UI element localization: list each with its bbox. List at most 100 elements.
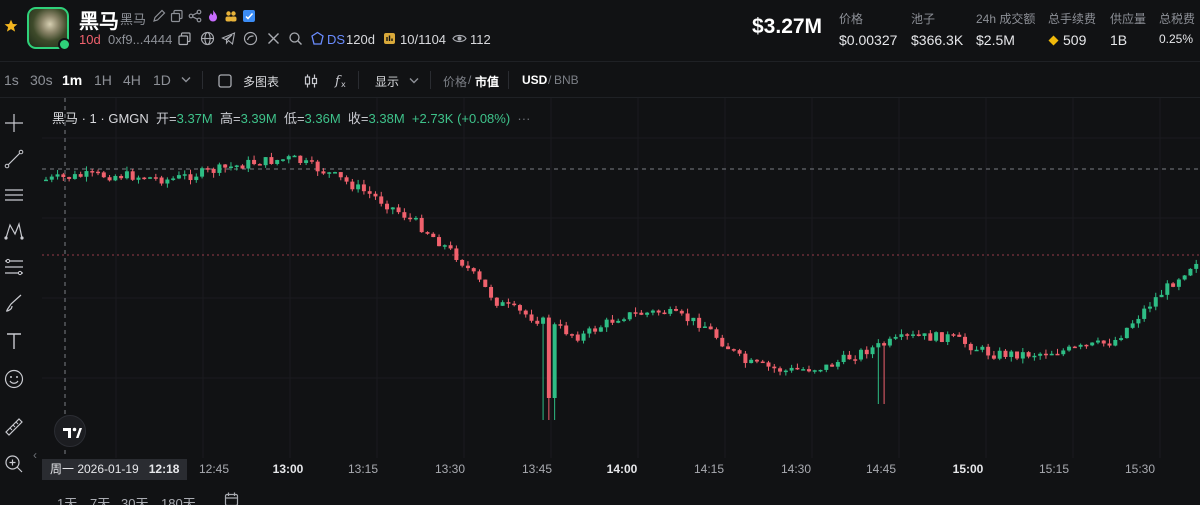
- edit-icon[interactable]: [152, 9, 166, 23]
- candle-body: [408, 217, 413, 220]
- multi-chart-label[interactable]: 多图表: [243, 75, 280, 89]
- ruler-icon[interactable]: [3, 416, 25, 438]
- contract-address[interactable]: 0xf9...4444: [108, 32, 173, 47]
- tradingview-logo[interactable]: [54, 415, 86, 447]
- timeframe-30s[interactable]: 30s: [30, 72, 53, 88]
- candlestick-chart[interactable]: [42, 98, 1200, 458]
- bnb-coin-icon: [1048, 35, 1059, 46]
- website-globe-icon[interactable]: [200, 31, 215, 46]
- candle-body: [1107, 343, 1112, 346]
- currency-bnb[interactable]: BNB: [554, 73, 579, 87]
- ds-days: 120d: [346, 32, 375, 47]
- timeframe-4h[interactable]: 4H: [123, 72, 141, 88]
- range-180d[interactable]: 180天: [161, 496, 196, 505]
- timeframe-1d[interactable]: 1D: [153, 72, 171, 88]
- collapse-toolbar-icon[interactable]: ‹: [33, 448, 37, 462]
- pattern-tool-icon[interactable]: [3, 220, 25, 242]
- candle-body: [211, 168, 216, 173]
- candle-body: [223, 164, 228, 168]
- legend-change: +2.73K (+0.08%): [411, 111, 511, 126]
- candle-body: [610, 319, 615, 323]
- candle-body: [200, 168, 205, 177]
- candle-body: [142, 177, 147, 180]
- candle-body: [1061, 350, 1066, 355]
- candle-body: [824, 364, 829, 370]
- zoom-in-icon[interactable]: [3, 453, 25, 475]
- timeframe-1m[interactable]: 1m: [62, 72, 83, 88]
- range-1d[interactable]: 1天: [57, 496, 78, 505]
- candle-body: [945, 334, 950, 342]
- candle-body: [1043, 353, 1048, 356]
- x-twitter-icon[interactable]: [266, 31, 281, 46]
- candle-body: [835, 362, 840, 367]
- crosshair-icon[interactable]: [3, 112, 25, 134]
- candle-body: [176, 175, 181, 179]
- candle-body: [656, 310, 661, 313]
- range-7d[interactable]: 7天: [90, 496, 111, 505]
- stat-value: $0.00327: [839, 32, 898, 48]
- tradingview-logo-icon: [63, 427, 82, 438]
- currency-usd[interactable]: USD: [522, 73, 548, 87]
- crosshair-time: 12:18: [148, 462, 180, 476]
- fib-retracement-icon[interactable]: [3, 256, 25, 278]
- horizontal-lines-icon[interactable]: [3, 184, 25, 206]
- candle-body: [529, 314, 534, 321]
- multi-chart-checkbox-icon[interactable]: [218, 74, 232, 88]
- ds-label[interactable]: DS: [327, 32, 346, 47]
- mcap-toggle[interactable]: 市值: [475, 75, 500, 89]
- price-toggle[interactable]: 价格: [443, 75, 468, 89]
- chevron-down-icon[interactable]: [409, 77, 419, 85]
- candle-body: [575, 334, 580, 341]
- trend-line-icon[interactable]: [3, 148, 25, 170]
- candle-body: [298, 155, 303, 163]
- community-icon[interactable]: [243, 31, 258, 46]
- timeframe-1h[interactable]: 1H: [94, 72, 112, 88]
- candle-body: [171, 178, 176, 180]
- candle-body: [801, 369, 806, 371]
- candle-body: [674, 309, 679, 311]
- candle-body: [650, 310, 655, 313]
- search-icon[interactable]: [288, 31, 303, 46]
- text-tool-icon[interactable]: [3, 330, 25, 352]
- candle-body: [1142, 308, 1147, 319]
- display-menu[interactable]: 显示: [375, 75, 400, 89]
- telegram-icon[interactable]: [221, 31, 236, 46]
- stat-24h-volume: 24h 成交额 $2.5M: [976, 10, 1035, 48]
- chevron-down-icon[interactable]: [181, 76, 191, 84]
- brush-icon[interactable]: [3, 292, 25, 314]
- copy-icon[interactable]: [170, 9, 184, 23]
- candle-body: [361, 184, 366, 192]
- candle-body: [396, 207, 401, 213]
- copy-address-icon[interactable]: [177, 31, 192, 46]
- candle-body: [1078, 344, 1083, 347]
- candle-body: [263, 157, 268, 166]
- candle-body: [292, 155, 297, 158]
- candle-body: [344, 177, 349, 182]
- emoji-icon[interactable]: [3, 368, 25, 390]
- legend-more-icon[interactable]: ···: [517, 111, 531, 126]
- share-icon[interactable]: [188, 9, 202, 23]
- dexscreener-icon[interactable]: [310, 31, 325, 46]
- candle-body: [731, 349, 736, 351]
- candle-body: [541, 317, 546, 324]
- candle-body: [645, 312, 650, 315]
- timeframe-1s[interactable]: 1s: [4, 72, 19, 88]
- calendar-icon[interactable]: [224, 492, 239, 505]
- candle-body: [778, 368, 783, 372]
- stat-label: 总税费: [1159, 12, 1196, 26]
- range-30d[interactable]: 30天: [121, 496, 149, 505]
- toolbar-divider: [202, 71, 203, 89]
- candle-body: [257, 164, 262, 166]
- candle-body: [1153, 297, 1158, 307]
- candle-body: [321, 171, 326, 174]
- favorite-star-icon[interactable]: [4, 19, 18, 33]
- candle-body: [379, 196, 384, 204]
- toggle-slash: /: [468, 73, 472, 87]
- candle-body: [500, 302, 505, 306]
- stat-pool: 池子 $366.3K: [911, 10, 963, 48]
- candlestick-type-icon[interactable]: [303, 73, 319, 89]
- candle-body: [1165, 283, 1170, 295]
- candle-body: [922, 333, 927, 336]
- candle-body: [1003, 350, 1008, 357]
